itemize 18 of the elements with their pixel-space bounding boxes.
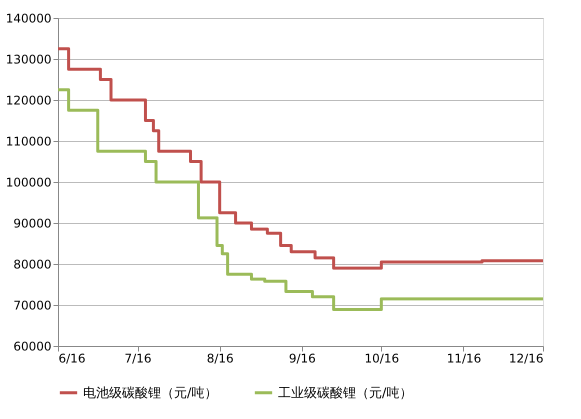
y-tick-label: 140000 (6, 12, 52, 26)
y-tick-label: 80000 (13, 258, 52, 272)
legend-label: 工业级碳酸锂（元/吨） (278, 386, 412, 401)
y-tick-label: 130000 (6, 52, 52, 66)
x-tick-label: 10/16 (364, 352, 400, 366)
x-tick-label: 6/16 (58, 352, 86, 366)
y-tick-label: 100000 (6, 176, 52, 190)
x-tick-label: 9/16 (288, 352, 316, 366)
legend-label: 电池级碳酸锂（元/吨） (83, 386, 218, 401)
y-tick-label: 70000 (13, 298, 52, 312)
y-tick-label: 120000 (6, 94, 52, 108)
x-tick-label: 11/16 (446, 352, 482, 366)
x-tick-label: 12/16 (508, 352, 544, 366)
y-tick-label: 110000 (6, 134, 52, 148)
y-tick-label: 90000 (13, 216, 52, 230)
x-tick-label: 8/16 (206, 352, 234, 366)
x-tick-label: 7/16 (124, 352, 152, 366)
y-tick-label: 60000 (13, 340, 52, 354)
